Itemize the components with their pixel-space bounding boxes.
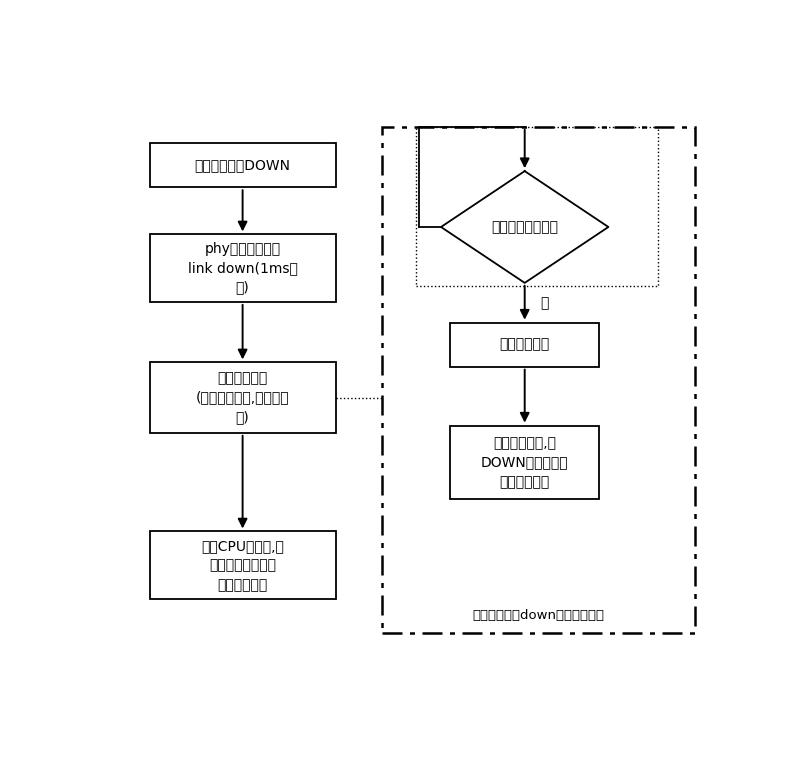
Bar (150, 532, 336, 599)
Bar (150, 235, 336, 302)
Text: 聚合设置硬件,将
DOWN的对端端口
从聚合中去掉: 聚合设置硬件,将 DOWN的对端端口 从聚合中去掉 (481, 435, 569, 489)
Bar (150, 362, 336, 433)
Text: 直接CPU间通信,发
送消息给聚合其它
成员端口板卡: 直接CPU间通信,发 送消息给聚合其它 成员端口板卡 (201, 539, 284, 592)
Bar (450, 426, 599, 499)
Text: phy快速检测端口
link down(1ms左
右): phy快速检测端口 link down(1ms左 右) (188, 241, 298, 295)
Text: 是: 是 (540, 296, 549, 309)
Bar (382, 127, 695, 633)
Bar (150, 143, 336, 187)
Text: 聚合成员端口DOWN: 聚合成员端口DOWN (194, 158, 290, 172)
Bar (416, 127, 658, 286)
Text: 数据包出队列: 数据包出队列 (499, 338, 550, 351)
Text: 是否可得到信号量: 是否可得到信号量 (491, 220, 558, 234)
Bar (450, 322, 599, 367)
Text: 产生快速中断
(数据包入队列,释放信号
量): 产生快速中断 (数据包入队列,释放信号 量) (196, 371, 290, 424)
Text: 聚合成员端口down快速处理任务: 聚合成员端口down快速处理任务 (473, 610, 605, 623)
